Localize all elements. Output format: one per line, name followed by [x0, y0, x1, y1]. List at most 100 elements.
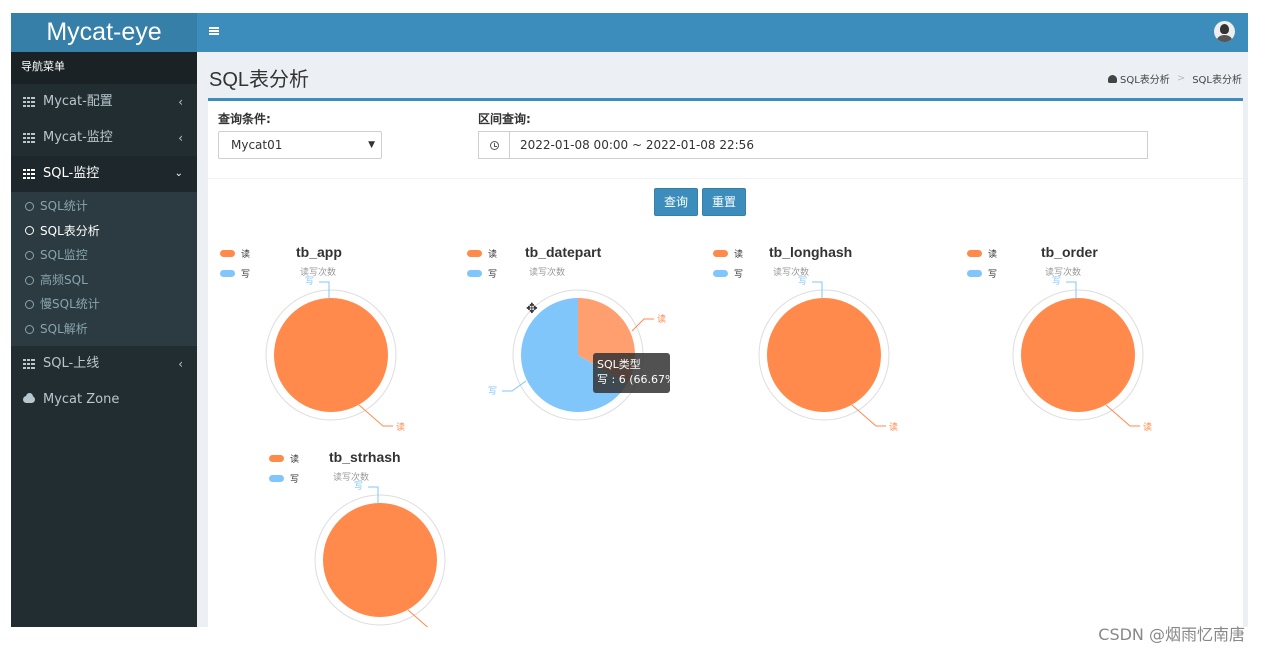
- chart-legend[interactable]: 读写: [220, 243, 250, 283]
- slice-label-write: 写: [1052, 276, 1061, 287]
- slice-label-read: 读: [445, 626, 454, 627]
- query-button[interactable]: 查询: [654, 188, 698, 216]
- label-line-read: [631, 318, 654, 332]
- chart-subtitle: 读写次数: [333, 473, 370, 483]
- sidebar: Mycat-eye 导航菜单 Mycat-配置 ‹ Mycat-监控 ‹ SQL…: [11, 13, 197, 627]
- sub-item-sql-parse[interactable]: SQL解析: [11, 317, 197, 342]
- pie-chart-tb-strhash[interactable]: 读写 tb_strhash 读写次数读写: [257, 438, 503, 627]
- pie-chart-tb-order[interactable]: 读写 tb_order 读写次数读写: [955, 233, 1201, 438]
- legend-item[interactable]: 读: [713, 243, 743, 263]
- label-line-read: [358, 404, 393, 427]
- legend-item[interactable]: 读: [269, 448, 299, 468]
- pie-svg: 读写: [314, 481, 454, 627]
- grid-icon: [23, 358, 35, 369]
- pie-outline: [758, 289, 890, 421]
- tooltip-title: SQL类型: [597, 358, 641, 371]
- nav-item-mycat-config[interactable]: Mycat-配置 ‹: [11, 84, 197, 120]
- slice-label-read: 读: [1143, 421, 1152, 433]
- date-range-input[interactable]: 2022-01-08 00:00 ~ 2022-01-08 22:56: [478, 131, 1148, 159]
- menu-toggle-icon[interactable]: [209, 27, 219, 35]
- cloud-icon: [23, 393, 35, 404]
- sub-item-sql-table-analysis[interactable]: SQL表分析: [11, 219, 197, 244]
- legend-marker: [269, 474, 284, 482]
- pie-slice-read[interactable]: [323, 503, 437, 617]
- legend-item[interactable]: 读: [967, 243, 997, 263]
- nav-header: 导航菜单: [11, 52, 197, 84]
- nav-item-label: Mycat Zone: [43, 391, 120, 407]
- legend-item[interactable]: 读: [467, 243, 497, 263]
- pie-slice-read[interactable]: [767, 298, 881, 412]
- nav-item-sql-monitor[interactable]: SQL-监控 ⌄: [11, 156, 197, 192]
- grid-icon: [23, 97, 35, 107]
- sub-item-label: 慢SQL统计: [40, 297, 100, 312]
- clock-addon: [479, 132, 510, 158]
- sub-item-high-freq-sql[interactable]: 高频SQL: [11, 268, 197, 293]
- page-title: SQL表分析: [209, 69, 310, 91]
- nav-item-mycat-zone[interactable]: Mycat Zone: [11, 382, 197, 418]
- top-header: [197, 13, 1248, 52]
- legend-item[interactable]: 写: [269, 468, 299, 488]
- legend-label: 读: [290, 454, 300, 465]
- legend-label: 写: [488, 269, 498, 280]
- circle-icon: [25, 324, 34, 334]
- chart-subtitle: 读写次数: [300, 268, 337, 278]
- pie-chart-tb-longhash[interactable]: 读写 tb_longhash 读写次数读写: [701, 233, 947, 438]
- legend-item[interactable]: 写: [713, 263, 743, 283]
- pie-slice-read[interactable]: [1021, 298, 1135, 412]
- legend-item[interactable]: 写: [220, 263, 250, 283]
- chart-legend[interactable]: 读写: [269, 448, 299, 488]
- sub-item-sql-stats[interactable]: SQL统计: [11, 194, 197, 219]
- legend-marker: [220, 249, 235, 257]
- legend-marker: [269, 454, 284, 462]
- nav-item-label: SQL-上线: [43, 355, 100, 371]
- circle-icon: [25, 300, 34, 310]
- app-window: Mycat-eye 导航菜单 Mycat-配置 ‹ Mycat-监控 ‹ SQL…: [11, 13, 1248, 627]
- legend-marker: [713, 269, 728, 277]
- sub-item-sql-monitor[interactable]: SQL监控: [11, 243, 197, 268]
- nav-item-label: Mycat-配置: [43, 94, 113, 109]
- filter-bar: 查询条件: Mycat01 ▼ 区间查询: 2022-01-08 00:00 ~…: [208, 101, 1243, 179]
- chevron-left-icon: ‹: [178, 131, 183, 145]
- chart-title: tb_order: [1041, 244, 1098, 260]
- nav-item-sql-deploy[interactable]: SQL-上线 ‹: [11, 346, 197, 382]
- chart-legend[interactable]: 读写: [467, 243, 497, 283]
- condition-value: Mycat01: [231, 138, 283, 152]
- label-line-write: [812, 281, 823, 298]
- app-logo[interactable]: Mycat-eye: [11, 13, 197, 52]
- pie-slice-read[interactable]: [274, 298, 388, 412]
- user-avatar[interactable]: [1214, 21, 1235, 42]
- nav-item-mycat-monitor[interactable]: Mycat-监控 ‹: [11, 120, 197, 156]
- pie-chart-tb-datepart[interactable]: 读写 tb_datepart 读写次数读写: [455, 233, 701, 438]
- chart-legend[interactable]: 读写: [967, 243, 997, 283]
- chart-subtitle: 读写次数: [773, 268, 810, 278]
- legend-marker: [220, 269, 235, 277]
- legend-marker: [967, 269, 982, 277]
- move-cursor-icon: ✥: [526, 301, 538, 317]
- sub-item-label: SQL表分析: [40, 223, 100, 238]
- legend-label: 写: [290, 474, 300, 485]
- breadcrumb-link[interactable]: SQL表分析: [1120, 75, 1170, 86]
- grid-icon: [23, 133, 35, 143]
- pie-chart-tb-app[interactable]: 读写 tb_app 读写次数读写: [208, 233, 454, 438]
- circle-icon: [25, 250, 34, 260]
- legend-label: 读: [241, 249, 251, 260]
- legend-item[interactable]: 读: [220, 243, 250, 263]
- chevron-down-icon: ▼: [368, 140, 375, 150]
- chart-title: tb_app: [296, 244, 342, 260]
- range-label: 区间查询:: [478, 112, 531, 126]
- legend-label: 写: [988, 269, 998, 280]
- chart-legend[interactable]: 读写: [713, 243, 743, 283]
- sub-item-slow-sql[interactable]: 慢SQL统计: [11, 292, 197, 317]
- legend-label: 写: [241, 269, 251, 280]
- slice-label-write: 写: [305, 276, 314, 287]
- legend-label: 读: [988, 249, 998, 260]
- pie-outline: [314, 494, 446, 626]
- dashboard-icon: [1108, 74, 1118, 83]
- legend-item[interactable]: 写: [467, 263, 497, 283]
- legend-item[interactable]: 写: [967, 263, 997, 283]
- legend-label: 读: [488, 249, 498, 260]
- condition-select[interactable]: Mycat01 ▼: [218, 131, 382, 159]
- pie-outline: [265, 289, 397, 421]
- reset-button[interactable]: 重置: [702, 188, 746, 216]
- label-line-read: [1105, 404, 1140, 427]
